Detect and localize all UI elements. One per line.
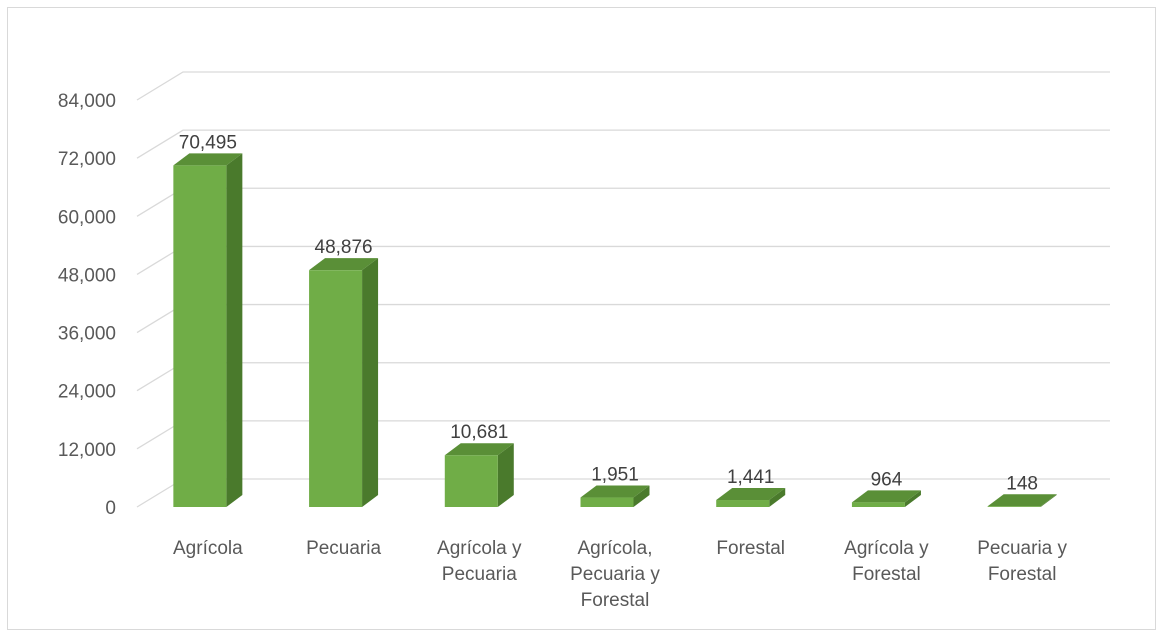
bar-top [987,494,1057,507]
data-label: 1,441 [727,467,775,488]
y-axis-ticks: 0 12,000 24,000 36,000 48,000 60,000 72,000 84,… [58,91,116,519]
x-category-label: Agrícola, Pecuaria y Forestal [570,538,660,611]
bar-front [444,455,498,507]
x-category-label: Pecuaria [306,538,381,559]
bar-side [1040,494,1057,507]
data-labels: 70,495 48,876 10,681 1,951 1,441 964 148 [179,132,1038,494]
bar [716,488,786,507]
bar-front [987,506,1041,507]
bar-front [851,502,905,507]
x-axis-categories: Agrícola Pecuaria Agrícola y Pecuaria Agríco… [173,538,1068,611]
gridline [136,129,1110,159]
bar-front [580,497,634,507]
bar [987,494,1057,507]
y-tick-label: 84,000 [58,91,116,112]
bar-side [904,490,921,507]
bars [173,153,1057,507]
gridline [136,71,1110,101]
data-label: 148 [1006,473,1038,494]
bar-top [716,488,786,501]
data-label: 48,876 [315,237,373,258]
y-tick-label: 48,000 [58,265,116,286]
bar-top [580,485,650,498]
x-category-label: Agrícola y Forestal [844,538,929,585]
bar [851,490,921,507]
bar-top [173,153,243,166]
bar-front [309,270,363,507]
bar-top [444,443,514,456]
x-category-label: Pecuaria y Forestal [977,538,1067,585]
bar-top [309,258,379,271]
data-label: 964 [871,469,903,490]
data-label: 10,681 [450,422,508,443]
gridline [136,362,1110,392]
y-tick-label: 72,000 [58,149,116,170]
data-label: 70,495 [179,132,237,153]
bar [309,258,379,507]
gridline [136,420,1110,450]
y-tick-label: 0 [105,498,116,519]
y-tick-label: 36,000 [58,324,116,345]
x-category-label: Forestal [716,538,785,559]
bar-front [716,500,770,507]
bar [173,153,243,507]
gridlines [136,71,1110,508]
bar [444,443,514,507]
y-tick-label: 12,000 [58,440,116,461]
bar-side [226,153,243,507]
bar-front [173,165,227,507]
y-tick-label: 60,000 [58,207,116,228]
gridline [136,303,1110,334]
bar-side [497,443,514,507]
bar-top [851,490,921,503]
bar-side [633,485,650,507]
bar [580,485,650,507]
data-label: 1,951 [591,465,639,486]
y-tick-label: 24,000 [58,382,116,403]
bar-side [769,488,786,507]
gridline [136,245,1110,275]
x-category-label: Agrícola y Pecuaria [437,538,522,585]
x-category-label: Agrícola [173,538,243,559]
bar-side [362,258,379,507]
gridline [136,187,1110,217]
